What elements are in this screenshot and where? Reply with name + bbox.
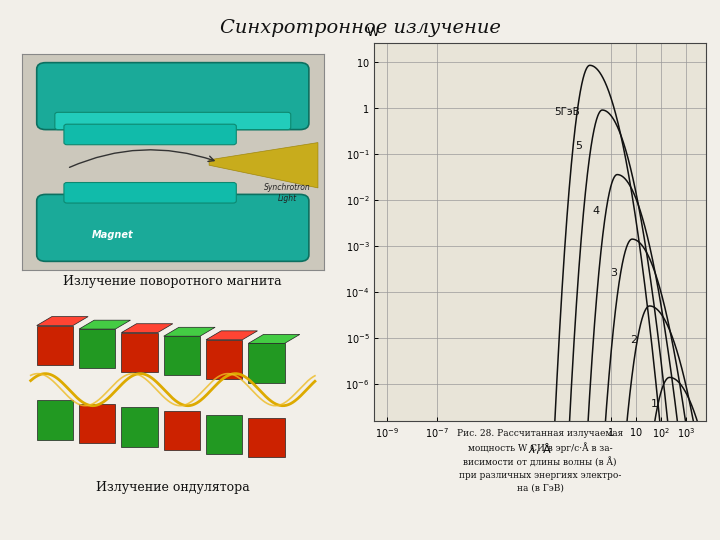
FancyBboxPatch shape [64,124,236,145]
Polygon shape [248,334,300,343]
FancyBboxPatch shape [248,418,284,457]
FancyBboxPatch shape [163,336,200,375]
Text: Излучение поворотного магнита: Излучение поворотного магнита [63,275,282,288]
Text: 2: 2 [630,335,637,345]
Text: 5: 5 [575,141,582,151]
Text: Синхротронное излучение: Синхротронное излучение [220,19,500,37]
FancyBboxPatch shape [37,326,73,365]
Text: Излучение ондулятора: Излучение ондулятора [96,481,250,494]
FancyBboxPatch shape [206,340,243,379]
FancyBboxPatch shape [55,112,291,130]
Polygon shape [163,327,215,336]
Text: 4: 4 [593,206,600,216]
FancyBboxPatch shape [163,411,200,450]
FancyBboxPatch shape [248,343,284,382]
FancyBboxPatch shape [122,408,158,447]
FancyBboxPatch shape [37,400,73,440]
Polygon shape [122,324,173,333]
Text: 1: 1 [651,400,658,409]
Polygon shape [37,316,88,326]
Text: W: W [367,25,379,38]
Text: Synchrotron
Light: Synchrotron Light [264,184,311,203]
Polygon shape [79,320,130,329]
FancyBboxPatch shape [206,415,243,454]
FancyBboxPatch shape [37,63,309,130]
X-axis label: $\lambda$, Å: $\lambda$, Å [528,441,552,456]
Polygon shape [206,331,258,340]
Text: 5ГэВ: 5ГэВ [554,107,580,117]
FancyBboxPatch shape [122,333,158,372]
Text: Рис. 28. Рассчитанная излучаемая
мощность W СИ в эрг/с·Å в за-
висимости от длин: Рис. 28. Рассчитанная излучаемая мощност… [457,429,623,493]
Polygon shape [209,143,318,188]
FancyBboxPatch shape [37,194,309,261]
FancyBboxPatch shape [79,404,115,443]
Text: Magnet: Magnet [91,230,133,240]
Text: 3: 3 [610,268,617,278]
FancyBboxPatch shape [79,329,115,368]
FancyBboxPatch shape [64,183,236,203]
